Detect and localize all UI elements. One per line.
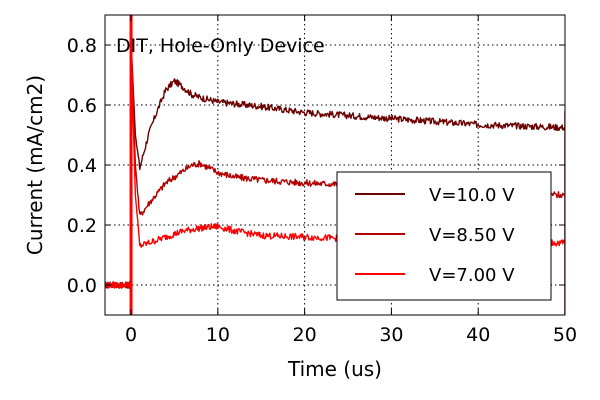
y-tick-label: 0.2 (67, 215, 97, 237)
y-tick-label: 0.0 (67, 275, 97, 297)
x-axis-title: Time (us) (287, 357, 382, 381)
ticks: 0 10 20 30 40 50 0.0 0.2 0.4 0.6 0.8 (67, 15, 577, 346)
x-tick-label: 50 (553, 324, 577, 346)
legend-label-3: V=7.00 V (429, 265, 515, 286)
x-tick-label: 20 (293, 324, 317, 346)
legend-label-1: V=10.0 V (429, 185, 515, 206)
x-tick-label: 0 (125, 324, 137, 346)
y-tick-label: 0.6 (67, 95, 97, 117)
y-axis-title: Current (mA/cm2) (23, 75, 47, 255)
x-tick-label: 40 (466, 324, 490, 346)
chart-annotation: DIT, Hole-Only Device (116, 35, 325, 57)
x-tick-label: 30 (379, 324, 403, 346)
x-tick-label: 10 (206, 324, 230, 346)
series-line-1 (105, 59, 565, 289)
legend: V=10.0 V V=8.50 V V=7.00 V (336, 171, 552, 301)
y-tick-label: 0.4 (67, 155, 97, 177)
y-tick-label: 0.8 (67, 35, 97, 57)
legend-label-2: V=8.50 V (429, 225, 515, 246)
